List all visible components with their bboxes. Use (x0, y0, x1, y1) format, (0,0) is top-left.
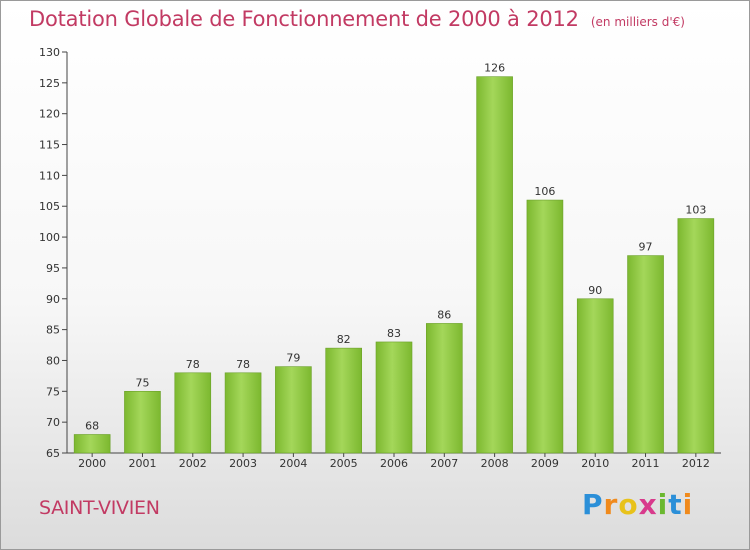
bar-2000 (73, 434, 111, 454)
bar-2005 (325, 347, 362, 454)
data-label-2009: 106 (534, 185, 555, 198)
x-tick-label: 2010 (581, 457, 609, 470)
x-tick-label: 2007 (430, 457, 458, 470)
y-tick-label: 85 (46, 324, 60, 337)
data-label-2008: 126 (484, 62, 505, 75)
x-tick-label: 2008 (481, 457, 509, 470)
y-tick-label: 110 (39, 169, 60, 182)
bar-2002 (174, 372, 212, 454)
x-tick-label: 2005 (330, 457, 358, 470)
x-tick-label: 2004 (279, 457, 307, 470)
chart-subtitle: (en milliers d'€) (590, 15, 685, 29)
x-tick-label: 2002 (179, 457, 207, 470)
data-label-2003: 78 (236, 358, 250, 371)
data-label-2010: 90 (588, 284, 602, 297)
x-tick-label: 2012 (682, 457, 710, 470)
bars: 68 75 78 78 79 82 83 86 126 106 90 97 103 (73, 62, 715, 454)
chart-title: Dotation Globale de Fonctionnement de 20… (29, 7, 685, 31)
data-label-2005: 82 (337, 333, 351, 346)
logo-letter: P (582, 488, 604, 521)
bar-2012 (677, 218, 715, 454)
x-tick-label: 2009 (531, 457, 559, 470)
x-tick-label: 2000 (78, 457, 106, 470)
bar-2009 (526, 199, 564, 454)
bar-2001 (124, 391, 161, 454)
bar-2010 (576, 298, 614, 454)
y-tick-label: 125 (39, 77, 60, 90)
bar-2008 (476, 76, 513, 454)
logo-letter: i (657, 488, 669, 521)
bar-2007 (426, 323, 463, 454)
y-tick-label: 90 (46, 293, 60, 306)
y-tick-label: 130 (39, 46, 60, 59)
logo-letter: x (638, 488, 658, 521)
logo-letter: r (603, 488, 619, 521)
logo-letter: t (668, 488, 683, 521)
data-label-2007: 86 (437, 308, 451, 321)
y-tick-label: 105 (39, 200, 60, 213)
data-label-2006: 83 (387, 327, 401, 340)
y-tick-label: 70 (46, 416, 60, 429)
x-tick-label: 2011 (632, 457, 660, 470)
axes: 65 70 75 80 85 90 95 100 105 110 115 120 125 130 2000 2… (39, 46, 721, 470)
chart-title-text: Dotation Globale de Fonctionnement de 20… (29, 7, 579, 31)
data-label-2011: 97 (639, 241, 653, 254)
y-tick-label: 75 (46, 385, 60, 398)
data-label-2000: 68 (85, 419, 99, 432)
x-tick-label: 2001 (128, 457, 156, 470)
data-label-2002: 78 (186, 358, 200, 371)
y-tick-label: 80 (46, 354, 60, 367)
location-name: SAINT-VIVIEN (39, 497, 160, 519)
y-tick-label: 65 (46, 447, 60, 460)
bar-2006 (375, 341, 413, 454)
x-tick-label: 2006 (380, 457, 408, 470)
bar-2003 (224, 372, 262, 454)
proxiti-logo: Proxiti (582, 488, 693, 521)
data-label-2004: 79 (286, 352, 300, 365)
bar-2004 (275, 366, 312, 454)
bar-2011 (627, 255, 664, 454)
y-tick-label: 120 (39, 108, 60, 121)
y-tick-label: 95 (46, 262, 60, 275)
logo-letter: i (682, 488, 694, 521)
logo-letter: o (618, 488, 639, 521)
y-tick-label: 100 (39, 231, 60, 244)
data-label-2012: 103 (685, 204, 706, 217)
x-tick-label: 2003 (229, 457, 257, 470)
data-label-2001: 75 (135, 376, 149, 389)
y-tick-label: 115 (39, 139, 60, 152)
